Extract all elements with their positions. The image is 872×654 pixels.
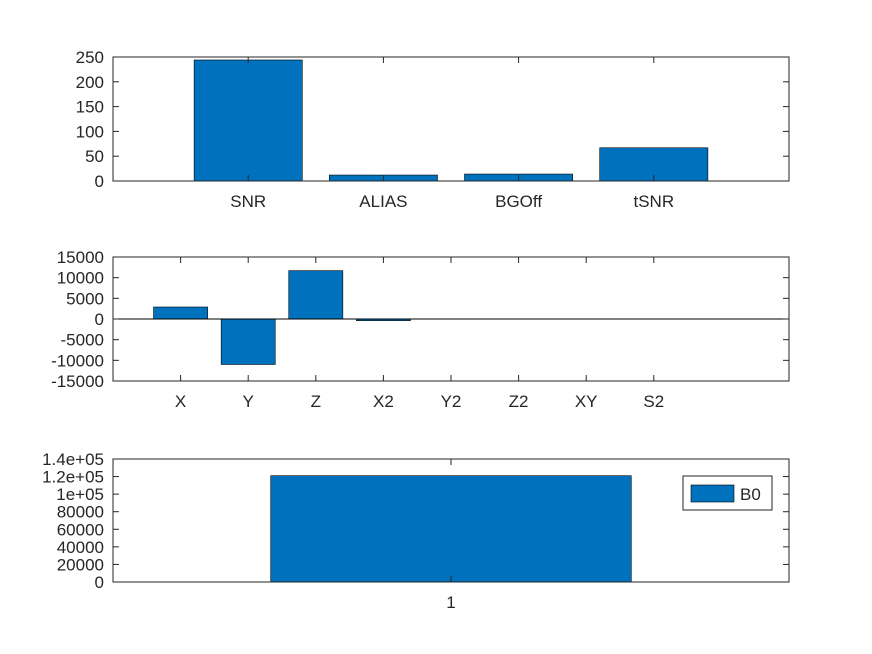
y-tick-label: 250: [76, 48, 104, 67]
bar-1: [270, 475, 632, 583]
bar-z: [288, 270, 344, 320]
x-tick-label: SNR: [230, 192, 266, 211]
y-tick-label: 0: [95, 172, 104, 191]
y-tick-label: 60000: [57, 520, 104, 539]
y-tick-label: 1e+05: [56, 485, 104, 504]
y-tick-label: -15000: [51, 372, 104, 391]
axes-box: [112, 56, 790, 182]
y-tick-label: 0: [95, 310, 104, 329]
legend-label: B0: [740, 485, 761, 504]
y-tick-label: 10000: [57, 269, 104, 288]
x-tick-label: 1: [446, 593, 455, 612]
x-tick-label: X: [175, 392, 186, 411]
x-tick-label: BGOff: [495, 192, 542, 211]
bar-x: [153, 306, 208, 320]
y-tick-label: -10000: [51, 351, 104, 370]
y-tick-label: 150: [76, 98, 104, 117]
y-tick-label: 200: [76, 73, 104, 92]
x-tick-label: ALIAS: [359, 192, 407, 211]
x-tick-label: S2: [643, 392, 664, 411]
x-tick-label: Y2: [441, 392, 462, 411]
x-tick-label: X2: [373, 392, 394, 411]
axes-b0: 0200004000060000800001e+051.2e+051.4e+05…: [42, 450, 790, 612]
y-tick-label: -5000: [61, 331, 104, 350]
y-tick-label: 40000: [57, 538, 104, 557]
x-tick-label: Y: [243, 392, 254, 411]
y-tick-label: 15000: [57, 248, 104, 267]
y-tick-label: 20000: [57, 555, 104, 574]
y-tick-label: 0: [95, 573, 104, 592]
y-tick-label: 5000: [66, 289, 104, 308]
x-tick-label: Z2: [509, 392, 529, 411]
x-tick-label: XY: [575, 392, 598, 411]
y-tick-label: 1.2e+05: [42, 468, 104, 487]
bar-snr: [193, 59, 303, 182]
y-tick-label: 80000: [57, 503, 104, 522]
axes-quality-metrics: 0 50 100 150 200 250 SNR ALIAS BGOff tSNR: [76, 48, 790, 211]
y-tick-label: 1.4e+05: [42, 450, 104, 469]
y-tick-label: 100: [76, 122, 104, 141]
x-tick-label: Z: [311, 392, 321, 411]
bar-y: [220, 318, 276, 365]
legend-swatch: [690, 484, 735, 503]
y-tick-label: 50: [85, 147, 104, 166]
x-tick-label: tSNR: [633, 192, 674, 211]
